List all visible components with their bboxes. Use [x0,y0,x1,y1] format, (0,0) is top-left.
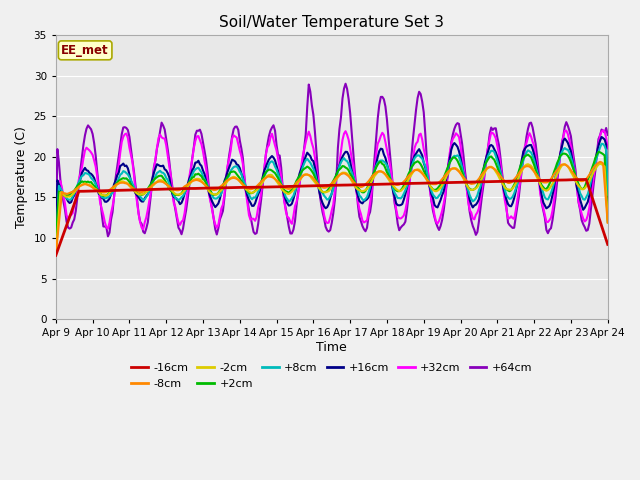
Legend: -16cm, -8cm, -2cm, +2cm, +8cm, +16cm, +32cm, +64cm: -16cm, -8cm, -2cm, +2cm, +8cm, +16cm, +3… [127,359,537,393]
Y-axis label: Temperature (C): Temperature (C) [15,126,28,228]
X-axis label: Time: Time [316,341,347,354]
Text: EE_met: EE_met [61,44,109,57]
Title: Soil/Water Temperature Set 3: Soil/Water Temperature Set 3 [220,15,444,30]
